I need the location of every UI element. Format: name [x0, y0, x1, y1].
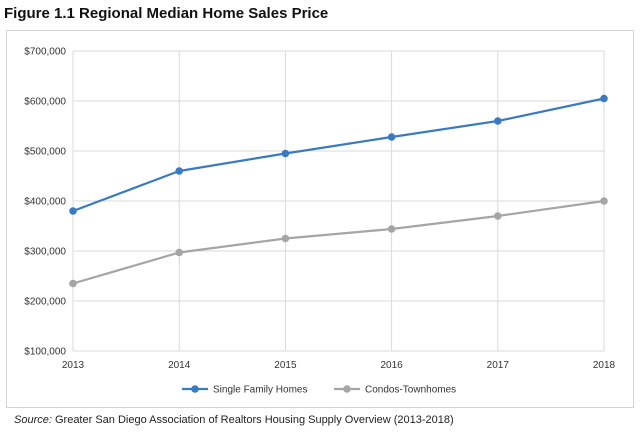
legend-swatch-marker	[191, 385, 199, 393]
data-point	[387, 133, 396, 141]
data-point	[175, 167, 183, 175]
x-tick-label: 2014	[168, 360, 191, 371]
x-tick-label: 2016	[380, 360, 403, 371]
x-tick-label: 2015	[274, 360, 297, 371]
y-tick-label: $400,000	[24, 197, 66, 208]
legend-label: Condos-Townhomes	[365, 385, 456, 396]
axes: $100,000 $200,000 $300,000 $400,000 $500,000…	[24, 47, 615, 372]
source-note: Source: Greater San Diego Association of…	[14, 414, 454, 426]
data-point	[387, 225, 396, 233]
series-line	[72, 199, 605, 285]
data-point	[69, 279, 77, 288]
legend-swatch-marker	[343, 385, 351, 393]
legend: Single Family Homes Condos-Townhomes	[182, 385, 456, 396]
source-text: Greater San Diego Association of Realtor…	[51, 414, 454, 426]
data-point	[281, 234, 290, 243]
x-tick-label: 2013	[62, 360, 85, 371]
line-chart: $100,000 $200,000 $300,000 $400,000 $500,000…	[24, 47, 615, 396]
y-tick-label: $700,000	[24, 47, 66, 58]
data-point	[494, 212, 502, 220]
data-point	[600, 197, 608, 205]
x-tick-label: 2018	[593, 360, 616, 371]
figure-title: Figure 1.1 Regional Median Home Sales Pr…	[4, 5, 329, 22]
gridlines	[72, 50, 605, 352]
y-tick-label: $200,000	[24, 297, 66, 308]
data-point	[600, 94, 608, 103]
y-tick-label: $300,000	[24, 247, 66, 258]
data-point	[175, 248, 183, 257]
legend-label: Single Family Homes	[213, 385, 307, 396]
y-tick-label: $600,000	[24, 97, 66, 108]
data-point	[281, 149, 290, 158]
data-point	[494, 117, 502, 125]
x-tick-label: 2017	[487, 360, 510, 371]
y-tick-label: $500,000	[24, 147, 66, 158]
y-tick-label: $100,000	[24, 347, 66, 358]
series-line	[72, 97, 605, 213]
source-label: Source:	[14, 414, 52, 426]
data-point	[69, 207, 77, 215]
chart-area: $100,000 $200,000 $300,000 $400,000 $500,000…	[6, 30, 634, 408]
series-lines	[69, 94, 608, 288]
